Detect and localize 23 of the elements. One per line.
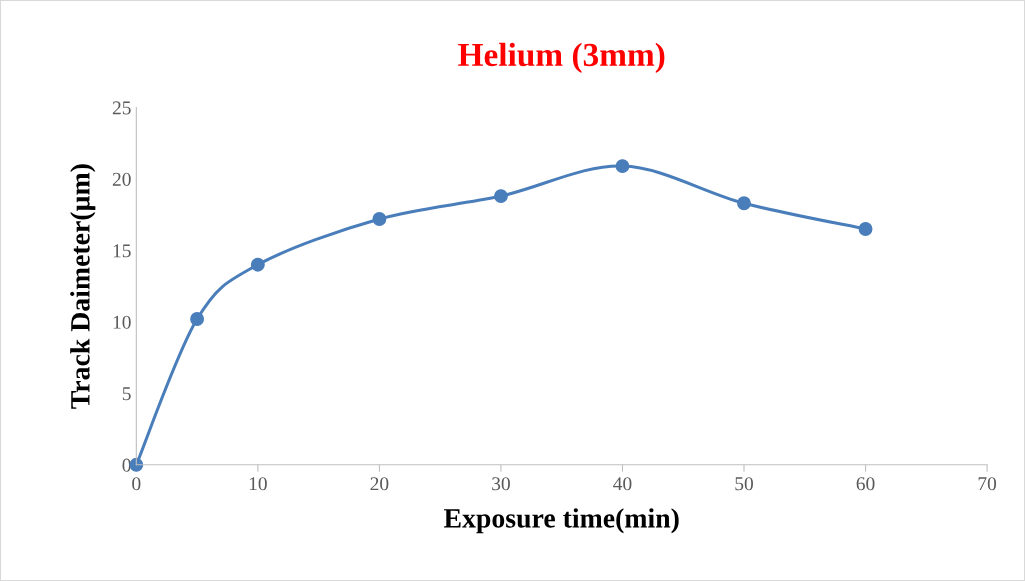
point: [858, 222, 873, 236]
point: [190, 312, 205, 326]
x-tick-label: 30: [492, 477, 510, 491]
x-tick-label: 40: [613, 477, 632, 491]
point: [250, 257, 265, 272]
x-tick-label: 20: [370, 477, 389, 491]
y-tick-label: 20: [112, 172, 131, 186]
x-tick-label: 10: [249, 477, 267, 491]
y-tick-label: 25: [112, 101, 131, 115]
x-tick-label: 60: [856, 477, 875, 491]
point: [372, 212, 387, 226]
y-tick-label: 5: [122, 387, 131, 401]
x-tick-label: 50: [735, 477, 753, 491]
y-axis-title: Track Daimeter(µm): [70, 164, 96, 409]
chart-title: Helium (3mm): [458, 42, 665, 73]
y-tick-label: 15: [113, 244, 131, 258]
point: [737, 196, 751, 211]
point: [615, 159, 630, 174]
point: [493, 189, 508, 204]
x-tick-label: 0: [132, 477, 141, 491]
x-tick-label: 70: [978, 477, 997, 491]
y-tick-label: 10: [113, 315, 131, 329]
x-axis-title: Exposure time(min): [443, 508, 679, 534]
